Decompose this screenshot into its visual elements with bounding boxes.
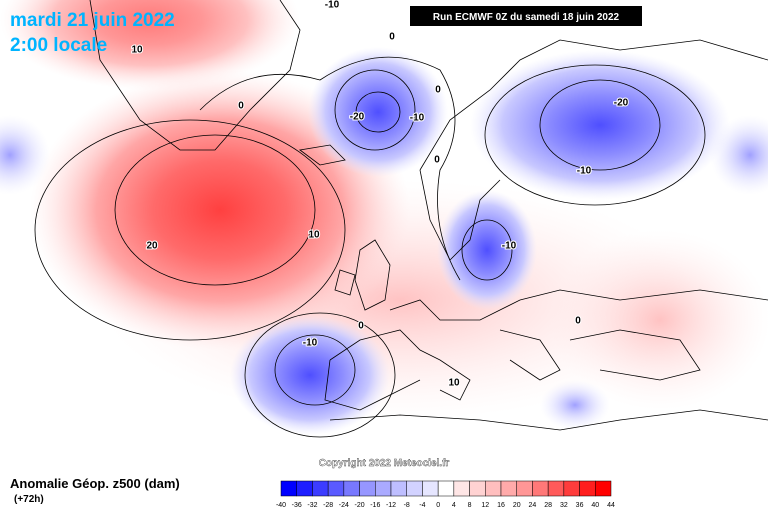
colorbar-tick-label: 36 bbox=[576, 502, 584, 509]
colorbar-cell bbox=[469, 480, 486, 497]
colorbar-tick-label: 44 bbox=[607, 502, 615, 509]
contour-label: 10 bbox=[308, 230, 320, 241]
colorbar-tick-label: -12 bbox=[386, 502, 396, 509]
colorbar-tick-label: 40 bbox=[591, 502, 599, 509]
colorbar-cell bbox=[579, 480, 596, 497]
colorbar-cell bbox=[563, 480, 580, 497]
colorbar-tick-label: 28 bbox=[544, 502, 552, 509]
colorbar-cell bbox=[343, 480, 360, 497]
colorbar-cell bbox=[485, 480, 502, 497]
colorbar-cell bbox=[532, 480, 549, 497]
contour-label: 0 bbox=[358, 321, 364, 332]
colorbar-tick-label: -28 bbox=[323, 502, 333, 509]
colorbar-cell bbox=[375, 480, 392, 497]
colorbar-tick-label: 20 bbox=[513, 502, 521, 509]
contour-label: -10 bbox=[410, 113, 425, 124]
colorbar-tick-label: -24 bbox=[339, 502, 349, 509]
colorbar-cell bbox=[595, 480, 612, 497]
colorbar-tick-label: 16 bbox=[497, 502, 505, 509]
colorbar-cell bbox=[390, 480, 407, 497]
colorbar-cell bbox=[516, 480, 533, 497]
colorbar-cell bbox=[359, 480, 376, 497]
colorbar-tick-label: -40 bbox=[276, 502, 286, 509]
colorbar-tick-label: -32 bbox=[307, 502, 317, 509]
coastlines bbox=[89, 0, 768, 431]
colorbar-tick-label: 12 bbox=[481, 502, 489, 509]
colorbar-cell bbox=[406, 480, 423, 497]
colorbar-cell bbox=[327, 480, 345, 497]
contour-label: 10 bbox=[448, 378, 460, 389]
contour-label: -20 bbox=[350, 112, 365, 123]
forecast-time: 2:00 locale bbox=[10, 35, 107, 56]
legend-title: Anomalie Géop. z500 (dam) bbox=[10, 476, 180, 491]
colorbar-tick-label: 24 bbox=[529, 502, 537, 509]
contour-label: -20 bbox=[614, 98, 629, 109]
contour-labels: 10 -10 0 0 -20 -10 0 0 -20 -10 20 10 -10 0 0 -10 10 bbox=[130, 0, 629, 390]
colorbar-tick-label: -20 bbox=[355, 502, 365, 509]
contour-label: 10 bbox=[131, 45, 143, 56]
colorbar-cell bbox=[312, 480, 329, 497]
colorbar-cell bbox=[500, 480, 517, 497]
colorbar-tick-label: 32 bbox=[560, 502, 568, 509]
colorbar-tick-label: 0 bbox=[436, 502, 440, 509]
contour-label: 0 bbox=[575, 316, 581, 327]
colorbar-cell bbox=[296, 480, 313, 497]
colorbar-cell bbox=[280, 480, 297, 497]
colorbar-tick-label: 4 bbox=[452, 502, 456, 509]
contour-label: -10 bbox=[303, 338, 318, 349]
colorbar-tick-label: -8 bbox=[404, 502, 410, 509]
contours bbox=[34, 56, 706, 438]
colorbar-cell bbox=[437, 480, 455, 497]
contour-label: -10 bbox=[325, 0, 340, 11]
colorbar-tick-label: -36 bbox=[292, 502, 302, 509]
colorbar-tick-label: 8 bbox=[468, 502, 472, 509]
colorbar-cell bbox=[422, 480, 439, 497]
contour-label: 20 bbox=[146, 241, 158, 252]
legend-subtitle: (+72h) bbox=[14, 494, 44, 505]
colorbar-tick-label: -4 bbox=[419, 502, 425, 509]
colorbar: -40 -36 -32 -28 -24 -20 -16 -12 -8 -4 0 4 8 12 16 20 24 2… bbox=[276, 480, 615, 509]
colorbar-tick-label: -16 bbox=[370, 502, 380, 509]
colorbar-cell bbox=[547, 480, 565, 497]
run-info: Run ECMWF 0Z du samedi 18 juin 2022 bbox=[433, 12, 620, 23]
colorbar-cell bbox=[453, 480, 470, 497]
contour-label: 0 bbox=[435, 85, 441, 96]
run-banner bbox=[410, 6, 642, 26]
contour-label: 0 bbox=[434, 155, 440, 166]
contour-label: 0 bbox=[238, 101, 244, 112]
contour-label: -10 bbox=[577, 166, 592, 177]
anomaly-field bbox=[0, 0, 768, 435]
contour-label: -10 bbox=[502, 241, 517, 252]
copyright: Copyright 2022 Meteociel.fr bbox=[319, 458, 450, 469]
forecast-date: mardi 21 juin 2022 bbox=[10, 10, 175, 31]
contour-label: 0 bbox=[389, 32, 395, 43]
